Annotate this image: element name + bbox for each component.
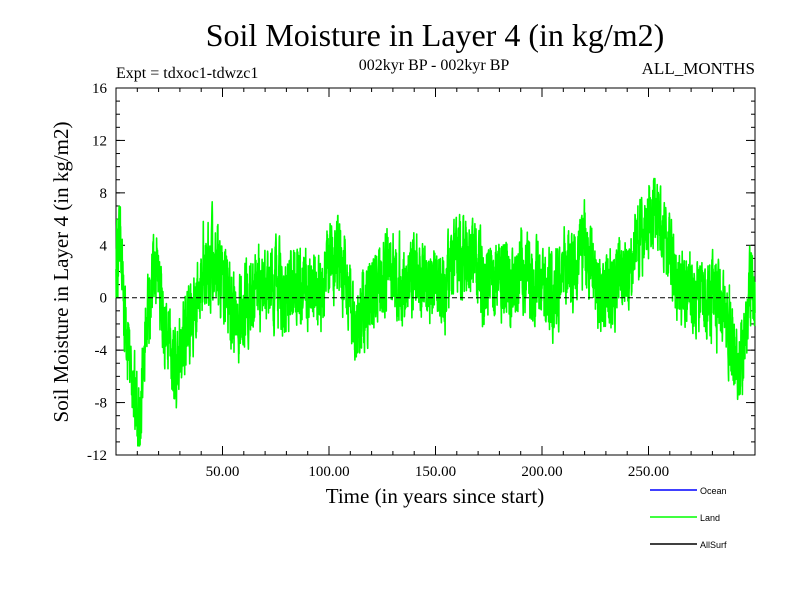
y-tick-label: 8 xyxy=(100,186,108,202)
x-tick-label: 150.00 xyxy=(415,464,456,480)
x-axis-label: Time (in years since start) xyxy=(326,484,545,508)
legend-label-allsurf: AllSurf xyxy=(700,540,727,550)
y-tick-label: 16 xyxy=(92,81,108,97)
y-tick-label: 0 xyxy=(100,291,108,307)
x-tick-label: 100.00 xyxy=(308,464,349,480)
x-tick-label: 50.00 xyxy=(206,464,240,480)
chart-subtitle-left: Expt = tdxoc1-tdwzc1 xyxy=(116,65,258,82)
x-tick-label: 200.00 xyxy=(521,464,562,480)
legend: Ocean Land AllSurf xyxy=(650,486,727,550)
x-tick-label: 250.00 xyxy=(628,464,669,480)
y-axis-label: Soil Moisture in Layer 4 (in kg/m2) xyxy=(49,122,73,423)
chart-subtitle-right: ALL_MONTHS xyxy=(642,59,755,78)
y-tick-label: 12 xyxy=(92,133,107,149)
y-tick-label: -4 xyxy=(95,343,108,359)
y-tick-label: -8 xyxy=(95,396,108,412)
legend-label-ocean: Ocean xyxy=(700,486,727,496)
plot-area: 50.00 100.00 150.00 200.00 250.00 -12 -8 -4 0 4 8 1… xyxy=(87,81,756,480)
y-tick-label: -12 xyxy=(87,448,107,464)
chart-title: Soil Moisture in Layer 4 (in kg/m2) xyxy=(206,17,665,53)
legend-label-land: Land xyxy=(700,513,720,523)
y-tick-label: 4 xyxy=(100,238,108,254)
chart-subtitle-center: 002kyr BP - 002kyr BP xyxy=(359,57,510,74)
series-line-land xyxy=(115,177,756,447)
